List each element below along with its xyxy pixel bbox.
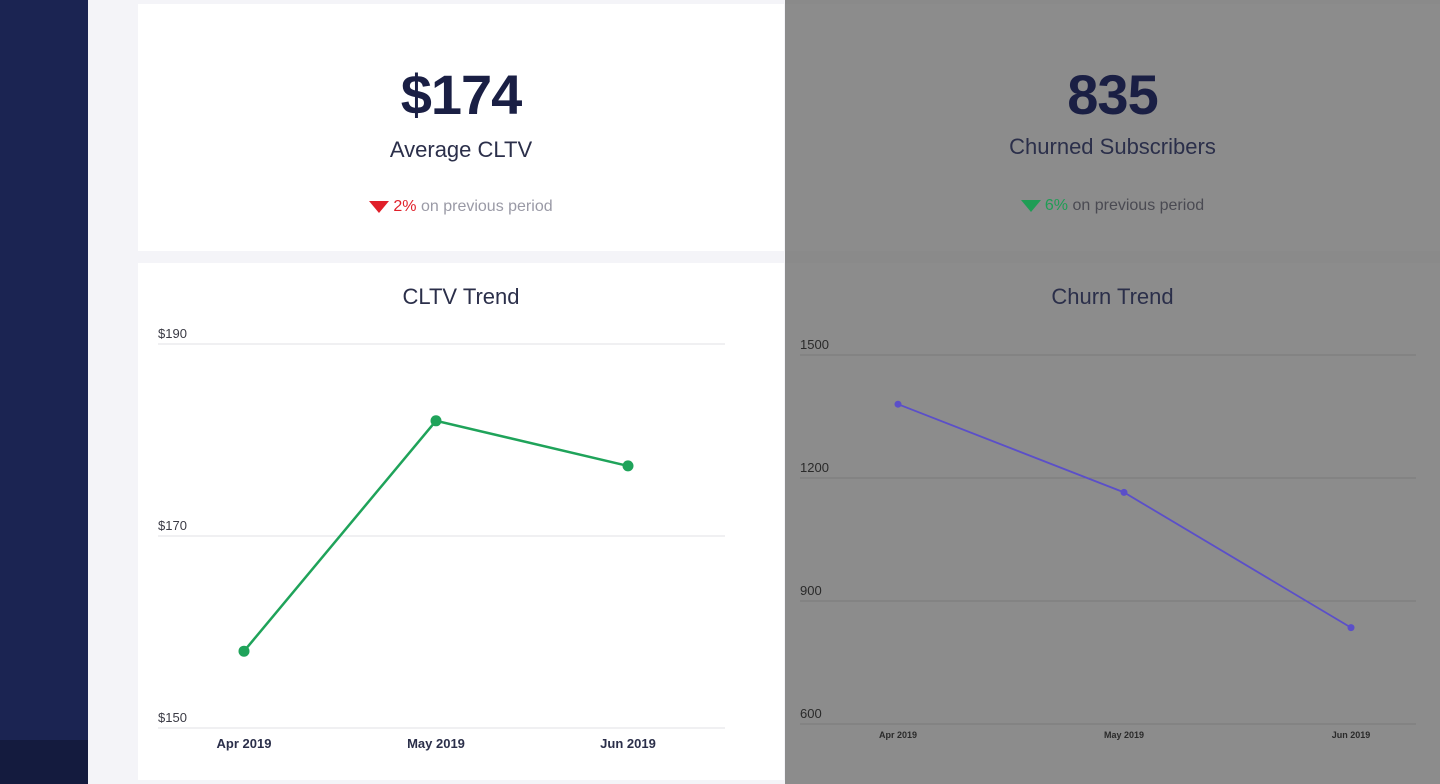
modal-overlay[interactable]: 835 Churned Subscribers 6% on previous p… [785, 0, 1440, 784]
kpi-change-text: on previous period [420, 198, 553, 215]
kpi-label: Churned Subscribers [1009, 134, 1216, 159]
churn-kpi-card: 835 Churned Subscribers 6% on previous p… [785, 4, 1440, 251]
kpi-change-text: on previous period [1072, 197, 1205, 214]
sidebar-footer [0, 740, 88, 784]
down-triangle-icon [369, 200, 390, 213]
kpi-label: Average CLTV [389, 137, 533, 162]
kpi-change: 6% on previous period [785, 197, 1440, 215]
cltv-trend-card: CLTV Trend [138, 263, 784, 780]
kpi-value: $174 [400, 63, 523, 126]
kpi-change-pct: 2% [393, 198, 417, 215]
chart-title: Churn Trend [1051, 284, 1174, 309]
chart-title: CLTV Trend [402, 284, 520, 309]
sidebar [0, 0, 88, 784]
down-triangle-icon [1020, 199, 1041, 212]
churn-trend-card: Churn Trend [785, 263, 1440, 784]
cltv-kpi-card: $174 Average CLTV 2% on previous period [138, 4, 784, 251]
kpi-change-pct: 6% [1044, 197, 1069, 214]
kpi-change: 2% on previous period [138, 198, 784, 216]
kpi-value: 835 [1067, 63, 1158, 126]
